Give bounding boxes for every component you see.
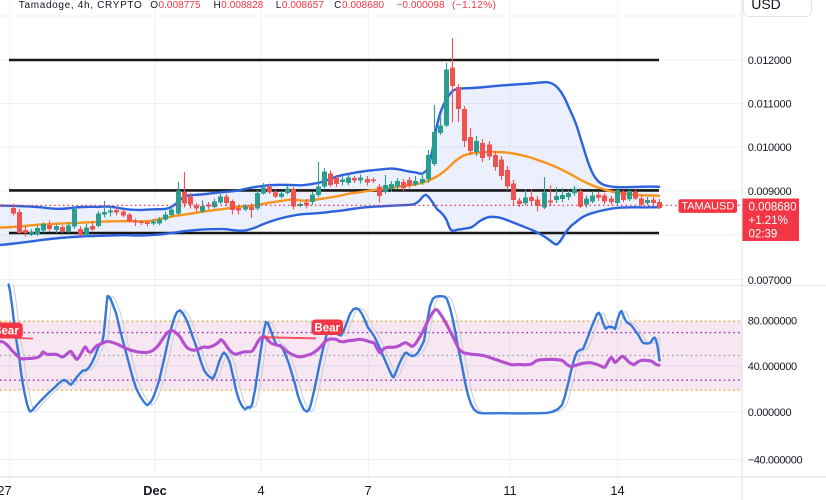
- svg-text:0.008657: 0.008657: [282, 0, 324, 11]
- svg-text:Bear: Bear: [314, 322, 340, 334]
- svg-text:−40.000000: −40.000000: [748, 455, 803, 467]
- svg-text:0.008680: 0.008680: [342, 0, 384, 11]
- svg-text:0.008680: 0.008680: [749, 201, 797, 213]
- svg-text:Dec: Dec: [143, 483, 166, 498]
- svg-text:0.012000: 0.012000: [748, 55, 792, 67]
- svg-text:+1.21%: +1.21%: [749, 215, 788, 227]
- svg-text:14: 14: [610, 483, 624, 498]
- svg-text:0.008775: 0.008775: [159, 0, 201, 11]
- svg-text:0.011000: 0.011000: [748, 99, 792, 111]
- svg-text:02:39: 02:39: [749, 229, 778, 241]
- svg-text:−0.000098: −0.000098: [397, 0, 445, 11]
- svg-text:H: H: [214, 0, 221, 11]
- svg-text:4: 4: [257, 483, 264, 498]
- svg-text:L: L: [276, 0, 282, 11]
- svg-text:0.007000: 0.007000: [748, 275, 792, 287]
- svg-text:27: 27: [0, 483, 12, 498]
- svg-text:O: O: [150, 0, 158, 11]
- svg-text:Bear: Bear: [0, 326, 19, 338]
- svg-text:0.000000: 0.000000: [748, 407, 792, 419]
- svg-text:(−1.12%): (−1.12%): [452, 0, 496, 11]
- svg-text:7: 7: [364, 483, 371, 498]
- svg-text:C: C: [334, 0, 341, 11]
- svg-text:40.000000: 40.000000: [748, 361, 797, 373]
- svg-text:0.009000: 0.009000: [748, 186, 792, 198]
- svg-text:TAMAUSD: TAMAUSD: [681, 201, 734, 213]
- svg-text:Tamadoge, 4h, CRYPTO: Tamadoge, 4h, CRYPTO: [19, 0, 142, 11]
- svg-text:0.010000: 0.010000: [748, 142, 792, 154]
- svg-text:11: 11: [503, 483, 516, 498]
- svg-text:80.000000: 80.000000: [748, 316, 797, 328]
- svg-text:USD: USD: [751, 0, 781, 12]
- svg-text:0.008828: 0.008828: [221, 0, 263, 11]
